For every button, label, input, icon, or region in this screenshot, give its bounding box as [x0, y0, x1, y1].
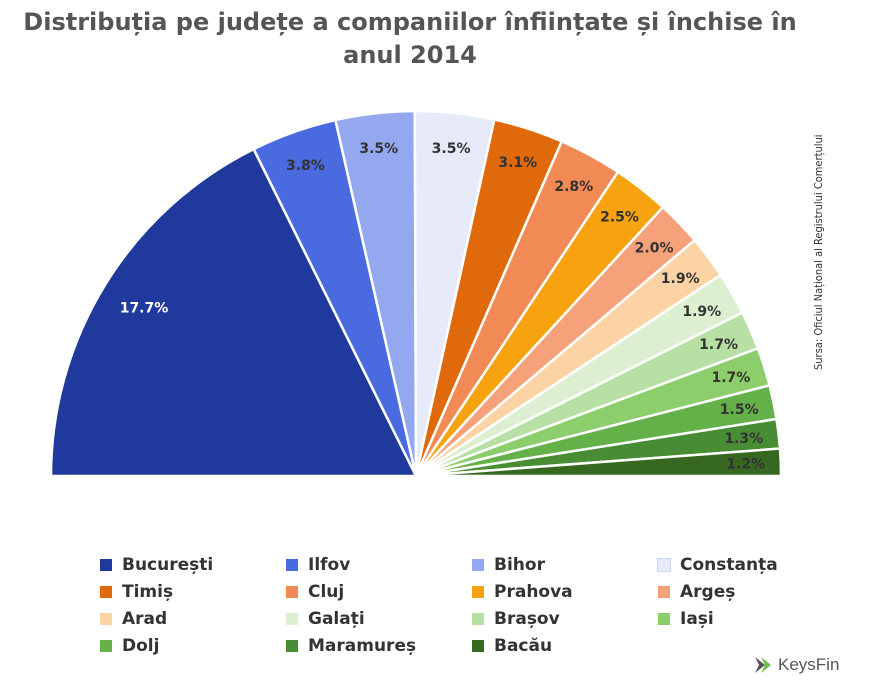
- slice-percent-label: 3.5%: [359, 141, 398, 157]
- legend-item: Ilfov: [286, 551, 472, 578]
- legend-swatch: [286, 585, 298, 598]
- source-text: Sursa: Oficiul Național al Registrului C…: [812, 134, 825, 370]
- keysfin-logo-icon: [755, 657, 771, 673]
- legend-item: Dolj: [100, 632, 286, 659]
- legend-label: Arad: [122, 608, 168, 629]
- slice-percent-label: 1.5%: [720, 402, 759, 418]
- legend-label: Timiș: [122, 581, 174, 602]
- legend-item: Brașov: [472, 605, 658, 632]
- legend-swatch: [286, 639, 298, 652]
- legend-item: Bihor: [472, 551, 658, 578]
- slice-percent-label: 3.8%: [286, 158, 325, 174]
- legend-item: Arad: [100, 605, 286, 632]
- legend-item: Argeș: [658, 578, 844, 605]
- brand-name: KeysFin: [778, 655, 840, 674]
- legend-label: Maramureș: [308, 635, 417, 656]
- slice-percent-label: 17.7%: [120, 300, 169, 316]
- pie-slice: [49, 147, 419, 478]
- legend-label: Cluj: [308, 581, 345, 602]
- legend-label: Argeș: [680, 581, 736, 602]
- legend-item: Bacău: [472, 632, 658, 659]
- legend-label: Constanța: [680, 554, 778, 575]
- legend-swatch: [472, 639, 484, 652]
- legend-swatch: [100, 612, 112, 625]
- legend-label: Iași: [680, 608, 714, 629]
- legend-swatch: [286, 558, 298, 571]
- legend-swatch: [472, 585, 484, 598]
- pie-slice: [415, 447, 783, 478]
- legend-swatch: [657, 557, 671, 572]
- legend-label: Brașov: [494, 608, 560, 629]
- legend-label: Galați: [308, 608, 365, 629]
- legend-swatch: [100, 585, 112, 598]
- chart-title: Distribuția pe județe a companiilor înfi…: [23, 8, 797, 69]
- slice-percent-label: 2.0%: [635, 241, 674, 257]
- legend-item: Prahova: [472, 578, 658, 605]
- slice-percent-label: 1.3%: [724, 431, 763, 447]
- legend-swatch: [658, 612, 670, 625]
- legend-item: București: [100, 551, 286, 578]
- legend-swatch: [472, 612, 484, 625]
- slice-percent-label: 2.5%: [600, 209, 639, 225]
- legend-label: Prahova: [494, 581, 573, 602]
- brand-logo: KeysFin: [752, 654, 839, 676]
- legend-swatch: [658, 585, 670, 598]
- legend-swatch: [100, 558, 112, 571]
- legend: București Ilfov Bihor Constanța Timiș Cluj Pra…: [100, 551, 844, 659]
- legend-swatch: [472, 558, 484, 571]
- source-note: Sursa: Oficiul Național al Registrului C…: [812, 120, 838, 370]
- legend-item: Galați: [286, 605, 472, 632]
- slice-percent-label: 2.8%: [554, 179, 593, 195]
- pie-labels: 17.7% 3.8% 3.5% 3.5% 3.1% 2.8% 2.5% 2.0% 1.9% 1.9…: [120, 141, 766, 473]
- legend-item: Timiș: [100, 578, 286, 605]
- slice-percent-label: 1.9%: [682, 304, 721, 320]
- legend-item: Constanța: [657, 551, 844, 578]
- legend-label: Dolj: [122, 635, 160, 656]
- legend-label: Ilfov: [308, 554, 351, 575]
- legend-swatch: [286, 612, 298, 625]
- legend-item: Maramureș: [286, 632, 472, 659]
- legend-item: Iași: [658, 605, 844, 632]
- slice-percent-label: 1.7%: [699, 337, 738, 353]
- legend-swatch: [100, 639, 112, 652]
- slice-percent-label: 1.7%: [711, 370, 750, 386]
- slice-percent-label: 1.2%: [726, 457, 765, 473]
- slice-percent-label: 3.1%: [498, 155, 537, 171]
- legend-item: Cluj: [286, 578, 472, 605]
- legend-label: Bacău: [494, 635, 553, 656]
- slice-percent-label: 3.5%: [432, 141, 471, 157]
- legend-label: București: [122, 554, 214, 575]
- slice-percent-label: 1.9%: [661, 271, 700, 287]
- legend-label: Bihor: [494, 554, 545, 575]
- pie-slices: [49, 109, 783, 478]
